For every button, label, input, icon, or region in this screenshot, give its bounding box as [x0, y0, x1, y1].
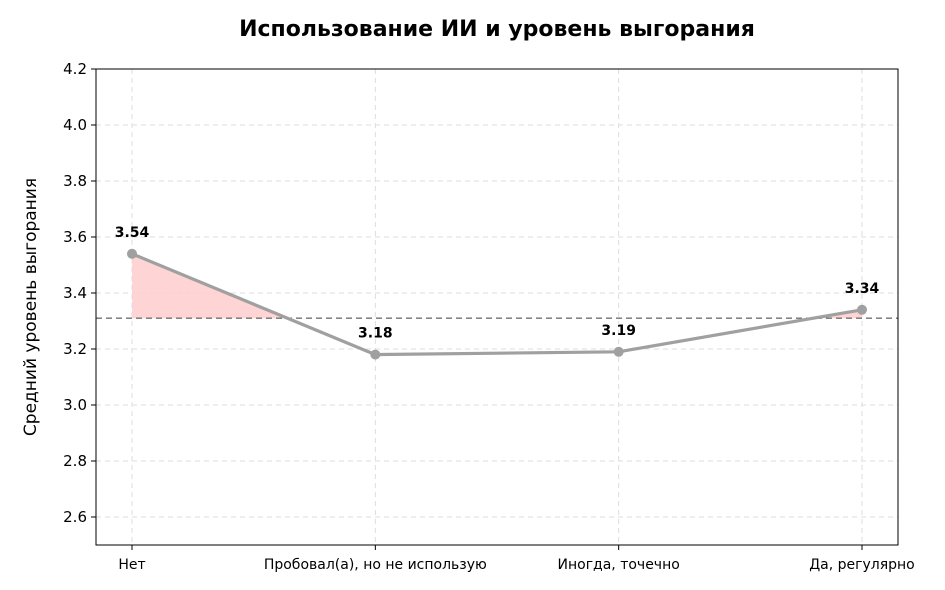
series-line — [131, 252, 863, 357]
data-labels: 3.54 3.18 3.19 3.34 — [115, 225, 880, 342]
data-point — [127, 248, 137, 259]
y-tick-label: 2.6 — [63, 508, 87, 526]
x-tick-label: Нет — [118, 557, 145, 573]
data-point — [857, 304, 867, 315]
y-tick-label: 4.0 — [63, 116, 87, 134]
x-tick-label: Да, регулярно — [809, 557, 915, 573]
x-tick-label: Пробовал(а), но не использую — [264, 557, 487, 573]
y-tick-label: 2.8 — [63, 452, 87, 470]
y-tick-label: 3.6 — [63, 228, 87, 246]
y-tick-label: 4.2 — [63, 60, 87, 78]
area-fills — [132, 253, 862, 319]
data-label: 3.34 — [845, 281, 880, 297]
data-label: 3.19 — [601, 323, 636, 339]
y-tick-label: 3.2 — [63, 340, 87, 358]
y-tick-label: 3.0 — [63, 396, 87, 414]
chart-title: Использование ИИ и уровень выгорания — [239, 17, 755, 42]
data-label: 3.18 — [358, 326, 393, 342]
above-average-fill — [132, 253, 288, 319]
data-label: 3.54 — [115, 225, 150, 241]
plot-frame — [95, 68, 899, 546]
series-group — [127, 248, 867, 360]
y-axis-label: Средний уровень выгорания — [21, 178, 41, 436]
x-tick-label: Иногда, точечно — [558, 557, 680, 573]
y-tick-label: 3.4 — [63, 284, 87, 302]
data-point — [370, 349, 381, 360]
x-ticks: Нет Пробовал(а), но не использую Иногда, т… — [118, 545, 915, 573]
y-tick-label: 3.8 — [63, 172, 87, 190]
y-ticks: 2.6 2.8 3.0 3.2 3.4 3.6 3.8 4.0 4.2 — [63, 60, 96, 526]
data-point — [613, 346, 624, 357]
